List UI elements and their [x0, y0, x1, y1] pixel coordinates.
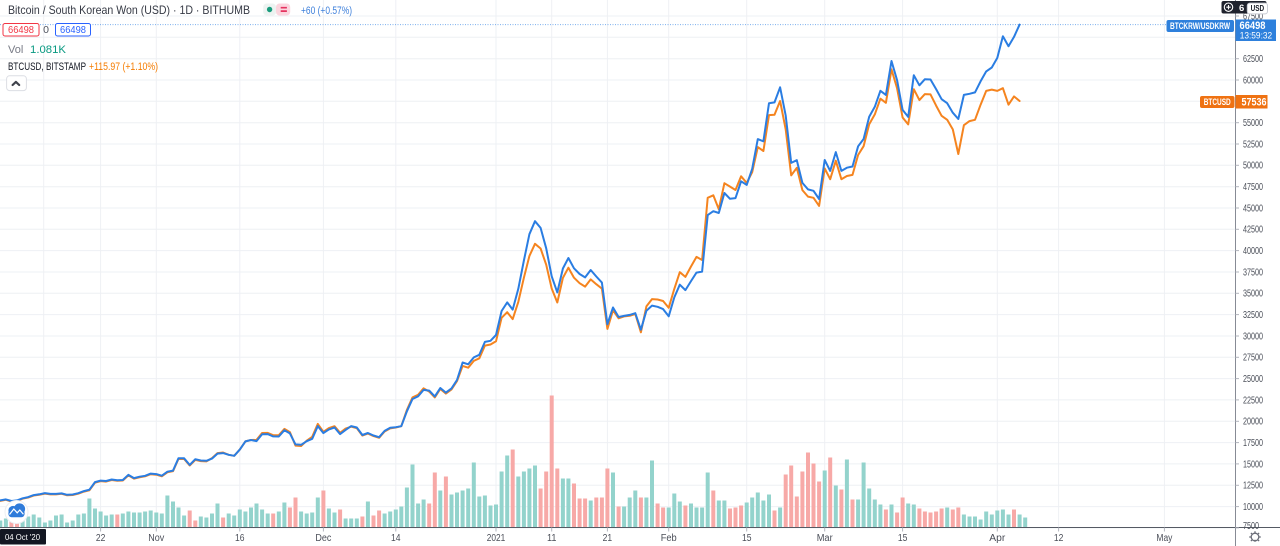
svg-text:30000: 30000 — [1243, 331, 1263, 342]
svg-text:37500: 37500 — [1243, 267, 1263, 278]
svg-text:15: 15 — [898, 533, 908, 544]
svg-text:0: 0 — [43, 24, 49, 36]
svg-text:67500: 67500 — [1243, 11, 1263, 22]
svg-text:BTCUSD, BITSTAMP: BTCUSD, BITSTAMP — [8, 61, 86, 73]
svg-text:12500: 12500 — [1243, 481, 1263, 492]
svg-text:Feb: Feb — [661, 533, 677, 544]
svg-text:27500: 27500 — [1243, 353, 1263, 364]
svg-text:+115.97 (+1.10%): +115.97 (+1.10%) — [89, 61, 158, 73]
svg-text:+60 (+0.57%): +60 (+0.57%) — [301, 5, 352, 17]
svg-text:55000: 55000 — [1243, 118, 1263, 129]
svg-text:15000: 15000 — [1243, 459, 1263, 470]
svg-text:60000: 60000 — [1243, 75, 1263, 86]
svg-text:21: 21 — [603, 533, 613, 544]
svg-text:32500: 32500 — [1243, 310, 1263, 321]
svg-text:50000: 50000 — [1243, 161, 1263, 172]
svg-text:25000: 25000 — [1243, 374, 1263, 385]
svg-text:BTCUSD: BTCUSD — [1204, 97, 1231, 107]
svg-text:Bitcoin / South Korean Won (US: Bitcoin / South Korean Won (USD) · 1D · … — [8, 3, 250, 17]
svg-text:6: 6 — [1239, 3, 1244, 14]
svg-text:14: 14 — [391, 533, 401, 544]
svg-text:45000: 45000 — [1243, 203, 1263, 214]
svg-text:40000: 40000 — [1243, 246, 1263, 257]
svg-text:10000: 10000 — [1243, 502, 1263, 513]
svg-text:66498: 66498 — [60, 24, 86, 36]
svg-text:57536: 57536 — [1242, 96, 1267, 108]
svg-text:13:59:32: 13:59:32 — [1240, 30, 1273, 41]
svg-text:Nov: Nov — [148, 533, 164, 544]
svg-text:2021: 2021 — [487, 533, 506, 544]
svg-text:04 Oct '20: 04 Oct '20 — [5, 532, 40, 542]
svg-text:12: 12 — [1054, 533, 1064, 544]
svg-text:USD: USD — [1251, 3, 1265, 13]
svg-text:42500: 42500 — [1243, 225, 1263, 236]
svg-text:62500: 62500 — [1243, 54, 1263, 65]
svg-text:20000: 20000 — [1243, 417, 1263, 428]
svg-text:22500: 22500 — [1243, 395, 1263, 406]
svg-text:Apr: Apr — [989, 533, 1006, 544]
svg-text:16: 16 — [235, 533, 245, 544]
svg-text:47500: 47500 — [1243, 182, 1263, 193]
svg-text:7500: 7500 — [1243, 521, 1259, 532]
svg-text:BTCKRW/USDKRW: BTCKRW/USDKRW — [1170, 21, 1230, 31]
svg-text:17500: 17500 — [1243, 438, 1263, 449]
svg-text:15: 15 — [742, 533, 752, 544]
svg-text:11: 11 — [547, 533, 557, 544]
svg-text:1.081K: 1.081K — [30, 44, 67, 56]
svg-text:Vol: Vol — [8, 44, 23, 56]
svg-text:52500: 52500 — [1243, 139, 1263, 150]
svg-text:22: 22 — [96, 533, 106, 544]
svg-text:Dec: Dec — [315, 533, 331, 544]
svg-text:66498: 66498 — [1240, 20, 1266, 32]
svg-text:66498: 66498 — [8, 24, 34, 36]
svg-text:May: May — [1156, 533, 1172, 544]
svg-text:Mar: Mar — [817, 533, 834, 544]
svg-text:35000: 35000 — [1243, 289, 1263, 300]
